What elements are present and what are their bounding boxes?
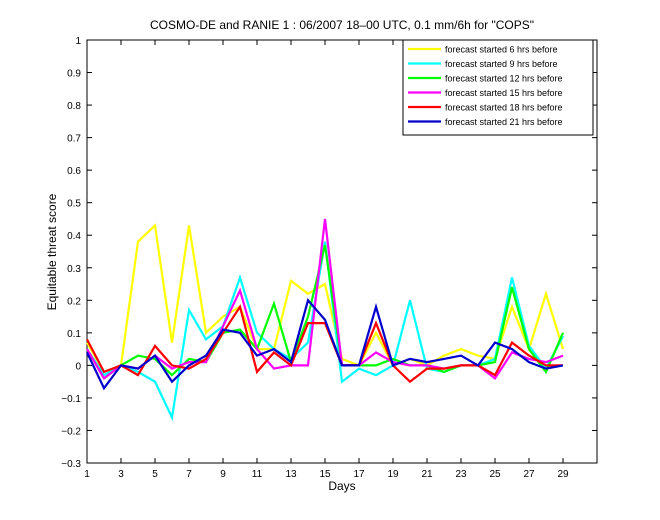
y-tick-label: 0.6 — [67, 166, 81, 177]
x-tick-label: 9 — [220, 469, 226, 480]
x-tick-label: 27 — [523, 469, 535, 480]
x-tick-label: 25 — [489, 469, 501, 480]
x-tick-label: 13 — [285, 469, 297, 480]
legend: forecast started 6 hrs before forecast st… — [402, 39, 594, 136]
series-line-3 — [86, 244, 565, 381]
y-ticks: −0.3 −0.2 −0.1 0 0.1 0.2 0.3 0.4 0.5 0.6 0.7 0.8 0.9… — [61, 36, 597, 470]
legend-label: forecast started 21 hrs before — [445, 117, 563, 127]
x-tick-label: 11 — [252, 469, 263, 480]
legend-box — [402, 39, 594, 136]
y-tick-label: −0.1 — [61, 394, 81, 405]
y-tick-label: −0.3 — [61, 459, 81, 470]
y-tick-label: 0.7 — [67, 134, 81, 145]
series-line-6 — [86, 298, 564, 391]
x-ticks: 1 3 5 7 9 11 13 15 17 19 21 23 25 27 29 — [84, 40, 569, 480]
x-tick-label: 1 — [84, 469, 90, 480]
y-tick-label: 0.1 — [67, 329, 81, 340]
y-tick-label: 0.5 — [67, 199, 81, 210]
x-tick-label: 7 — [186, 469, 192, 480]
y-axis-label: Equitable threat score — [45, 193, 59, 310]
chart-title: COSMO-DE and RANIE 1 : 06/2007 18–00 UTC… — [150, 18, 534, 32]
y-tick-label: −0.2 — [61, 426, 81, 437]
series-lines — [86, 218, 565, 422]
legend-label: forecast started 12 hrs before — [445, 74, 563, 84]
y-tick-label: 0.2 — [67, 296, 81, 307]
x-tick-label: 15 — [319, 469, 331, 480]
series-line-5 — [86, 304, 563, 384]
y-tick-label: 1 — [75, 36, 81, 47]
legend-label: forecast started 9 hrs before — [445, 59, 558, 69]
y-tick-label: 0.8 — [67, 101, 81, 112]
x-tick-label: 21 — [421, 469, 433, 480]
legend-label: forecast started 15 hrs before — [445, 88, 563, 98]
legend-label: forecast started 18 hrs before — [445, 103, 563, 113]
y-tick-label: 0.3 — [67, 264, 81, 275]
x-tick-label: 29 — [557, 469, 569, 480]
x-axis-label: Days — [328, 479, 355, 493]
x-tick-label: 17 — [353, 469, 365, 480]
x-tick-label: 3 — [118, 469, 124, 480]
x-tick-label: 5 — [152, 469, 158, 480]
legend-label: forecast started 6 hrs before — [445, 45, 558, 55]
y-tick-label: 0.4 — [67, 231, 81, 242]
y-tick-label: 0.9 — [67, 69, 81, 80]
x-tick-label: 19 — [387, 469, 399, 480]
y-tick-label: 0 — [75, 361, 81, 372]
x-tick-label: 23 — [455, 469, 467, 480]
